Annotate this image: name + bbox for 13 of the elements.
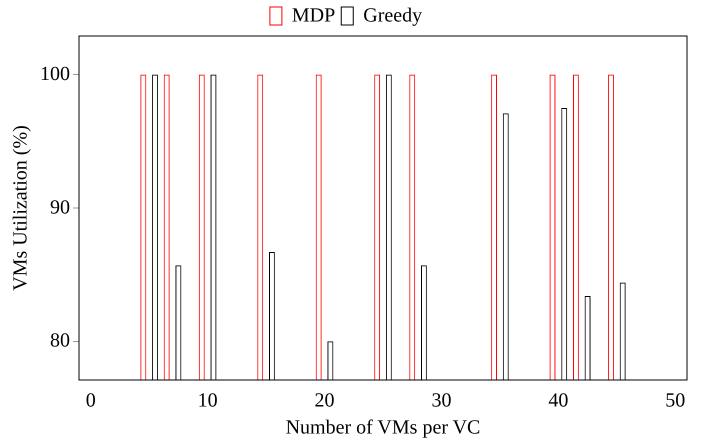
x-tick-label: 0 bbox=[86, 389, 96, 412]
x-tick-label: 30 bbox=[431, 389, 452, 412]
x-axis-title: Number of VMs per VC bbox=[286, 416, 480, 438]
x-tick-label: 20 bbox=[314, 389, 335, 412]
x-tick-label: 10 bbox=[198, 389, 218, 412]
y-axis-title: VMs Utilization (%) bbox=[9, 125, 32, 291]
y-tick-label: 80 bbox=[50, 330, 70, 352]
x-tick-label: 40 bbox=[548, 389, 568, 412]
legend-label: MDP bbox=[292, 4, 336, 26]
y-tick-label: 100 bbox=[40, 62, 70, 85]
x-tick-label: 50 bbox=[665, 389, 686, 412]
legend-label: Greedy bbox=[363, 4, 422, 26]
y-tick-label: 90 bbox=[50, 196, 70, 218]
